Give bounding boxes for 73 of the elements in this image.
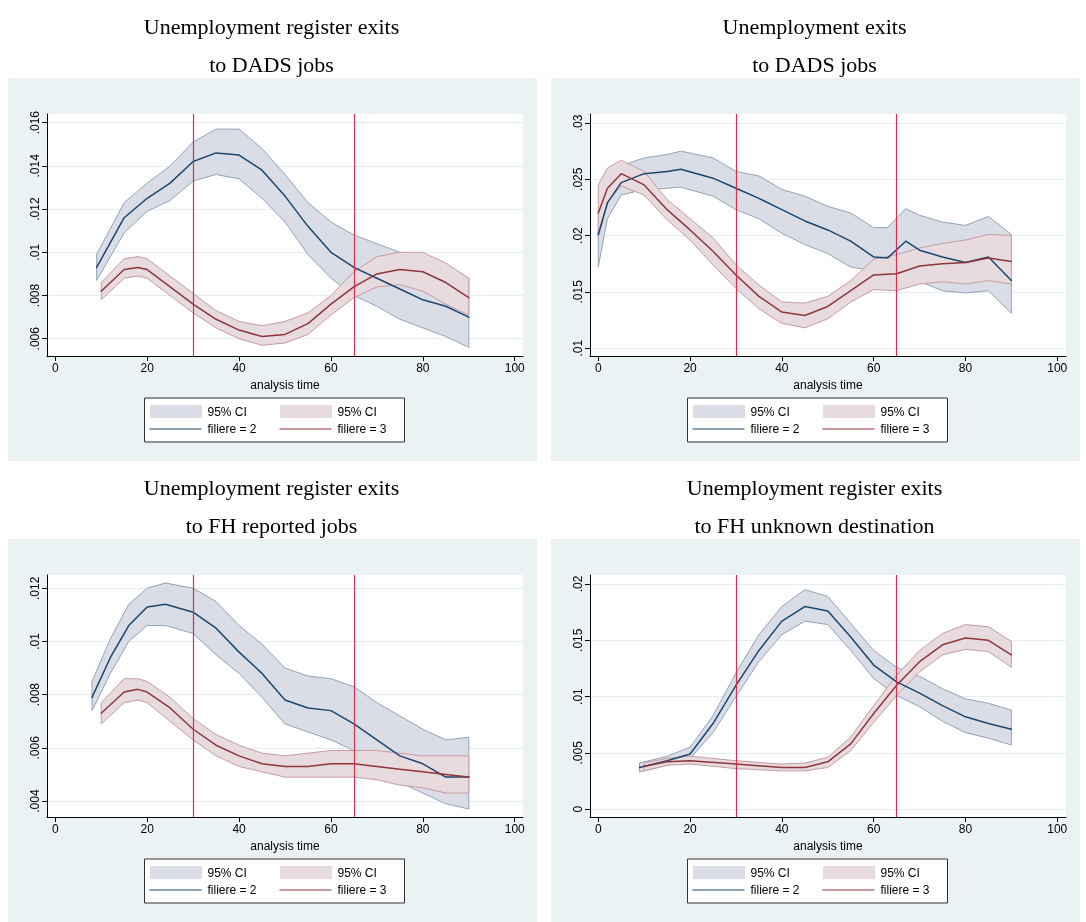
- x-tick-label: 60: [866, 361, 881, 375]
- legend-label: filiere = 3: [880, 422, 930, 436]
- y-tick-label: .006: [28, 326, 42, 351]
- y-tick-label: .008: [28, 682, 42, 707]
- y-tick-label: 0: [571, 805, 585, 813]
- y-tick-label: .006: [28, 735, 42, 760]
- x-tick-label: 80: [958, 361, 973, 375]
- y-tick-label: .01: [28, 243, 42, 261]
- x-tick-label: 0: [51, 361, 59, 375]
- legend-label: filiere = 2: [207, 422, 257, 436]
- text: 95% CI: [750, 405, 790, 419]
- text: 95% CI: [337, 405, 377, 419]
- x-tick-label: 80: [416, 822, 430, 836]
- x-axis-title: analysis time: [250, 838, 320, 853]
- y-tick-label: .025: [571, 167, 585, 191]
- text: 95% CI: [207, 405, 247, 419]
- x-tick-label: 100: [1047, 822, 1068, 836]
- y-tick-label: .015: [571, 628, 585, 652]
- text: 95% CI: [750, 866, 790, 880]
- x-tick-label: 40: [775, 361, 789, 375]
- x-tick-label: 80: [416, 361, 430, 375]
- y-tick-label: .005: [571, 740, 585, 765]
- x-tick-label: 0: [594, 361, 602, 375]
- x-tick-label: 20: [140, 361, 155, 375]
- x-axis-title: analysis time: [793, 838, 863, 853]
- chart-title: Unemployment register exits to DADS jobs: [143, 13, 400, 77]
- y-tick-label: .016: [28, 110, 42, 135]
- text: 95% CI: [880, 405, 920, 419]
- x-tick-label: 40: [775, 822, 789, 836]
- y-tick-label: .014: [28, 153, 42, 178]
- y-tick-label: .012: [28, 197, 42, 221]
- text: 95% CI: [207, 866, 247, 880]
- x-tick-label: 60: [324, 361, 338, 375]
- x-tick-label: 40: [232, 822, 247, 836]
- x-axis-title: analysis time: [250, 377, 320, 392]
- x-tick-label: 100: [504, 822, 526, 836]
- legend-label: filiere = 3: [337, 422, 387, 436]
- x-tick-label: 20: [140, 822, 155, 836]
- legend-label: filiere = 2: [750, 883, 800, 897]
- y-tick-label: .02: [571, 575, 585, 593]
- text: 95% CI: [337, 866, 377, 880]
- y-tick-label: .03: [571, 114, 585, 132]
- chart-title: Unemployment exits to DADS jobs: [722, 13, 907, 77]
- x-tick-label: 100: [1047, 361, 1068, 375]
- legend-label: filiere = 3: [880, 883, 930, 897]
- y-tick-label: .02: [571, 226, 585, 244]
- x-tick-label: 0: [51, 822, 59, 836]
- x-axis-title: analysis time: [793, 377, 863, 392]
- line-series: [100, 266, 470, 338]
- y-tick-label: .01: [571, 339, 585, 357]
- text: 95% CI: [880, 866, 920, 880]
- legend-label: filiere = 2: [207, 883, 257, 897]
- x-tick-label: 20: [683, 822, 698, 836]
- x-tick-label: 100: [504, 361, 526, 375]
- x-tick-label: 0: [594, 822, 602, 836]
- x-tick-label: 60: [866, 822, 881, 836]
- x-tick-label: 40: [232, 361, 247, 375]
- y-tick-label: .008: [28, 283, 42, 308]
- legend-label: filiere = 2: [750, 422, 800, 436]
- line-series: [100, 688, 470, 778]
- x-tick-label: 80: [958, 822, 973, 836]
- x-tick-label: 60: [324, 822, 338, 836]
- x-tick-label: 20: [683, 361, 698, 375]
- y-tick-label: .01: [571, 687, 585, 705]
- y-tick-label: .004: [28, 789, 42, 813]
- chart-title: Unemployment register exits to FH reported jobs: [143, 474, 400, 538]
- line-series: [95, 152, 470, 318]
- chart-title: Unemployment register exits to FH unknown destination: [686, 474, 943, 538]
- legend-label: filiere = 3: [337, 883, 387, 897]
- line-series: [597, 168, 1013, 282]
- y-tick-label: .012: [28, 576, 42, 600]
- y-tick-label: .015: [571, 279, 585, 304]
- y-tick-label: .01: [28, 632, 42, 650]
